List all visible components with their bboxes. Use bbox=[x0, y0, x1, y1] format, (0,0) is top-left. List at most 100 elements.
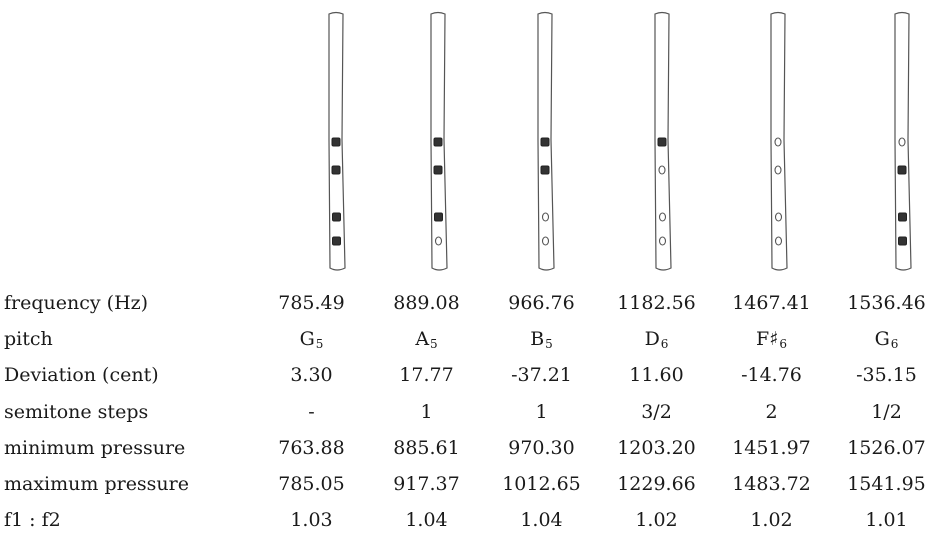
table-row: Deviation (cent) 3.30 17.77 -37.21 11.60 -14.… bbox=[0, 357, 944, 393]
flute-1 bbox=[328, 11, 346, 271]
flute-6 bbox=[894, 11, 912, 271]
value-cell: 1.02 bbox=[635, 509, 678, 532]
open-hole bbox=[774, 212, 783, 222]
pitch-note: A bbox=[415, 328, 430, 351]
pitch-note: B bbox=[530, 328, 545, 351]
closed-hole bbox=[433, 165, 443, 175]
pitch-note: D bbox=[644, 328, 660, 351]
value-cell: 11.60 bbox=[629, 364, 684, 387]
row-label: maximum pressure bbox=[4, 473, 189, 496]
open-hole bbox=[658, 165, 666, 175]
value-cell: 3/2 bbox=[641, 400, 672, 423]
table-row: minimum pressure 763.88 885.61 970.30 1203.2… bbox=[0, 430, 944, 466]
flute-fingering-figure bbox=[328, 11, 912, 271]
open-hole bbox=[541, 212, 550, 222]
table-row: maximum pressure 785.05 917.37 1012.65 1229.… bbox=[0, 466, 944, 502]
value-cell: 1.03 bbox=[290, 509, 333, 532]
value-cell: 1203.20 bbox=[617, 436, 696, 459]
pitch-octave: 6 bbox=[660, 337, 669, 352]
value-cell: 1451.97 bbox=[732, 436, 811, 459]
value-cell: 1526.07 bbox=[847, 436, 926, 459]
value-cell: 1.04 bbox=[405, 509, 448, 532]
value-cell: 1.02 bbox=[750, 509, 793, 532]
open-hole bbox=[774, 165, 782, 175]
table-row: frequency (Hz) 785.49 889.08 966.76 1182.56 1… bbox=[0, 285, 944, 321]
closed-hole bbox=[331, 137, 341, 147]
value-cell: 917.37 bbox=[393, 473, 460, 496]
value-cell: 966.76 bbox=[508, 292, 575, 315]
row-label: minimum pressure bbox=[4, 436, 186, 459]
value-cell: 889.08 bbox=[393, 292, 460, 315]
table-body: frequency (Hz) 785.49 889.08 966.76 1182.56 1… bbox=[0, 285, 944, 538]
value-cell: 2 bbox=[765, 400, 778, 423]
value-cell: 1 bbox=[535, 400, 548, 423]
pitch-octave: 5 bbox=[315, 337, 324, 352]
pitch-note: G bbox=[874, 328, 890, 351]
value-cell: -37.21 bbox=[511, 364, 572, 387]
row-label: Deviation (cent) bbox=[4, 364, 159, 387]
value-cell: 785.05 bbox=[278, 473, 345, 496]
value-cell: 1.04 bbox=[520, 509, 563, 532]
open-hole bbox=[541, 236, 550, 246]
value-cell: 1/2 bbox=[871, 400, 902, 423]
pitch-octave: 5 bbox=[545, 337, 553, 352]
closed-hole bbox=[540, 137, 550, 147]
pitch-cell: A5 bbox=[369, 321, 484, 357]
table-row: f1 : f2 1.03 1.04 1.04 1.02 1.02 1.01 bbox=[0, 502, 944, 538]
value-cell: 785.49 bbox=[278, 292, 345, 315]
value-cell: 1182.56 bbox=[617, 292, 696, 315]
value-cell: 970.30 bbox=[508, 436, 575, 459]
pitch-note: F♯ bbox=[755, 328, 779, 351]
row-label: semitone steps bbox=[4, 400, 149, 423]
row-label: frequency (Hz) bbox=[4, 292, 149, 315]
closed-hole bbox=[898, 212, 907, 222]
table-row: pitch G5 A5 B5 D6 F♯6 G6 bbox=[0, 321, 944, 357]
value-cell: 3.30 bbox=[290, 364, 333, 387]
closed-hole bbox=[332, 236, 341, 246]
open-hole bbox=[434, 236, 443, 246]
open-hole bbox=[898, 137, 906, 147]
closed-hole bbox=[898, 236, 907, 246]
closed-hole bbox=[897, 165, 907, 175]
row-label: f1 : f2 bbox=[4, 509, 61, 532]
pitch-octave: 6 bbox=[779, 337, 788, 352]
pitch-octave: 6 bbox=[890, 337, 899, 352]
flute-5 bbox=[770, 11, 788, 271]
value-cell: 17.77 bbox=[399, 364, 454, 387]
value-cell: - bbox=[308, 400, 315, 423]
value-cell: 885.61 bbox=[393, 436, 460, 459]
row-label: pitch bbox=[4, 328, 53, 351]
pitch-cell: F♯6 bbox=[714, 321, 829, 357]
closed-hole bbox=[434, 212, 443, 222]
flute-3 bbox=[537, 11, 555, 271]
open-hole bbox=[658, 212, 667, 222]
value-cell: 1483.72 bbox=[732, 473, 811, 496]
flute-4 bbox=[654, 11, 672, 271]
value-cell: -14.76 bbox=[741, 364, 802, 387]
pitch-cell: D6 bbox=[599, 321, 714, 357]
open-hole bbox=[774, 137, 782, 147]
closed-hole bbox=[657, 137, 667, 147]
open-hole bbox=[658, 236, 667, 246]
closed-hole bbox=[331, 165, 341, 175]
value-cell: 1012.65 bbox=[502, 473, 581, 496]
pitch-cell: G6 bbox=[829, 321, 944, 357]
closed-hole bbox=[332, 212, 341, 222]
pitch-octave: 5 bbox=[430, 337, 438, 352]
value-cell: 1536.46 bbox=[847, 292, 926, 315]
pitch-cell: G5 bbox=[254, 321, 369, 357]
value-cell: 1 bbox=[420, 400, 433, 423]
value-cell: 1229.66 bbox=[617, 473, 696, 496]
data-table: frequency (Hz) 785.49 889.08 966.76 1182.56 1… bbox=[0, 285, 944, 538]
pitch-cell: B5 bbox=[484, 321, 599, 357]
flute-2 bbox=[430, 11, 448, 271]
pitch-note: G bbox=[299, 328, 315, 351]
value-cell: 1541.95 bbox=[847, 473, 926, 496]
open-hole bbox=[774, 236, 783, 246]
value-cell: 1467.41 bbox=[732, 292, 811, 315]
closed-hole bbox=[433, 137, 443, 147]
value-cell: -35.15 bbox=[856, 364, 917, 387]
closed-hole bbox=[540, 165, 550, 175]
table-row: semitone steps - 1 1 3/2 2 1/2 bbox=[0, 394, 944, 430]
value-cell: 763.88 bbox=[278, 436, 345, 459]
